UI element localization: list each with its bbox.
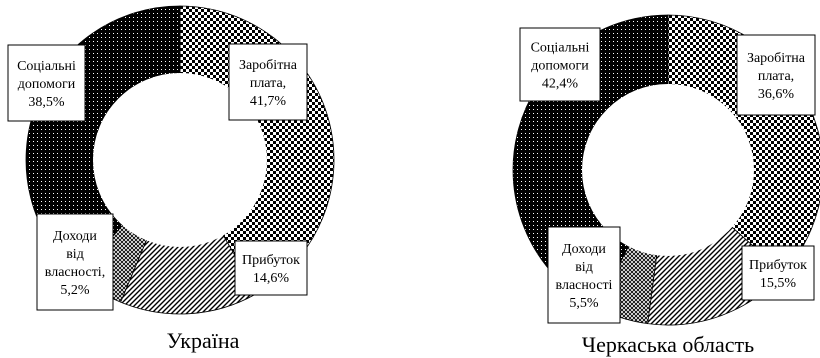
label-text: власності xyxy=(556,278,613,293)
label-text: від xyxy=(66,247,84,262)
label-box xyxy=(741,245,815,301)
label-box xyxy=(7,44,86,122)
label-text: Соціальні xyxy=(17,59,76,74)
label-text: Соціальні xyxy=(531,41,590,56)
label-profit: Прибуток 15,5% xyxy=(741,245,815,301)
label-text: 5,5% xyxy=(569,296,599,311)
label-text: 14,6% xyxy=(253,271,290,286)
label-text: 15,5% xyxy=(760,276,797,291)
label-box xyxy=(228,43,308,121)
chart-caption: Черкаська область xyxy=(582,332,754,357)
label-box xyxy=(519,27,601,102)
label-text: 42,4% xyxy=(542,77,579,92)
label-profit: Прибуток 14,6% xyxy=(234,240,308,296)
label-text: допомоги xyxy=(18,77,76,92)
label-property-income: Доходи від власності, 5,2% xyxy=(36,213,114,311)
label-text: Прибуток xyxy=(242,253,300,268)
label-text: Заробітна xyxy=(747,51,806,66)
label-box xyxy=(36,213,114,311)
donut-chart-ukraine: Заробітна плата, 41,7% Прибуток 14,6% Доходи в… xyxy=(7,5,335,353)
donut-chart-cherkasy: Заробітна плата, 36,6% Прибуток 15,5% Доходи в… xyxy=(512,14,820,357)
label-text: Доходи xyxy=(53,229,97,244)
label-text: плата, xyxy=(250,76,286,91)
donut-hole xyxy=(93,73,267,247)
label-property-income: Доходи від власності 5,5% xyxy=(547,226,621,324)
label-social-benefits: Соціальні допомоги 42,4% xyxy=(519,27,601,102)
donut-hole xyxy=(582,84,754,256)
label-text: Заробітна xyxy=(239,58,298,73)
label-text: плата, xyxy=(758,69,794,84)
label-text: власності, xyxy=(45,265,105,280)
label-text: 36,6% xyxy=(758,87,795,102)
label-text: 5,2% xyxy=(60,283,90,298)
label-wages: Заробітна плата, 41,7% xyxy=(228,43,308,121)
label-box xyxy=(736,34,816,116)
label-text: Доходи xyxy=(562,242,606,257)
label-text: 38,5% xyxy=(28,95,65,110)
label-box xyxy=(547,226,621,324)
label-text: Прибуток xyxy=(749,258,807,273)
label-text: від xyxy=(575,260,593,275)
label-text: 41,7% xyxy=(250,94,287,109)
label-social-benefits: Соціальні допомоги 38,5% xyxy=(7,44,86,122)
label-wages: Заробітна плата, 36,6% xyxy=(736,34,816,116)
chart-caption: Україна xyxy=(167,328,240,353)
label-box xyxy=(234,240,308,296)
label-text: допомоги xyxy=(531,59,589,74)
